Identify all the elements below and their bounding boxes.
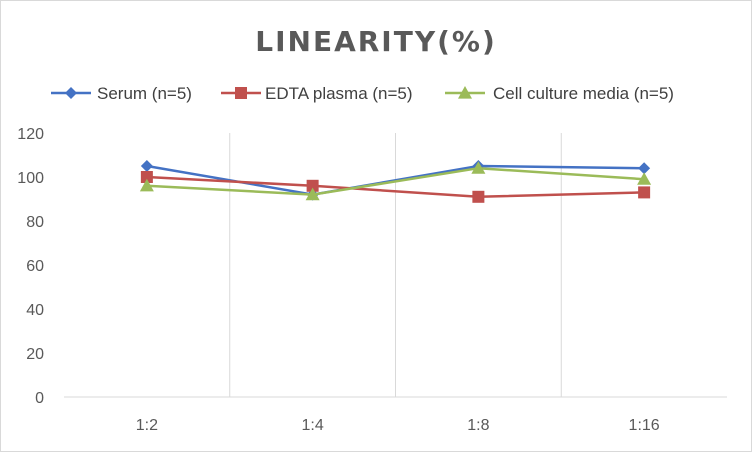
legend: Serum (n=5) EDTA plasma (n=5) Cell culture… <box>51 84 674 103</box>
y-tick-label: 20 <box>26 346 44 363</box>
series-line <box>146 175 645 199</box>
data-point <box>305 187 320 201</box>
y-tick-label: 40 <box>26 302 44 319</box>
y-tick-label: 0 <box>35 390 44 407</box>
legend-marker <box>235 87 247 99</box>
data-point <box>139 178 154 192</box>
x-tick-label: 1:16 <box>629 417 660 434</box>
y-tick-label: 60 <box>26 258 44 275</box>
legend-label: Serum (n=5) <box>97 84 192 103</box>
data-point <box>637 172 652 185</box>
data-point <box>140 160 153 172</box>
data-point <box>638 162 651 175</box>
x-tick-label: 1:4 <box>302 417 324 434</box>
plot-area: 0 20 40 60 80 100 120 1:2 1:4 1:8 1:16 <box>17 126 727 434</box>
x-tick-label: 1:2 <box>136 417 158 434</box>
data-point <box>306 179 319 192</box>
y-tick-label: 100 <box>17 170 44 187</box>
legend-label: Cell culture media (n=5) <box>493 84 674 103</box>
legend-marker <box>65 87 77 99</box>
legend-marker <box>458 86 472 99</box>
y-tick-label: 120 <box>17 126 44 143</box>
series-line <box>146 166 645 196</box>
chart-title: LINEARITY(%) <box>255 25 497 58</box>
data-point <box>140 171 153 183</box>
y-tick-label: 80 <box>26 214 44 231</box>
legend-label: EDTA plasma (n=5) <box>265 84 413 103</box>
data-point <box>471 161 486 174</box>
data-point <box>638 186 651 199</box>
x-tick-label: 1:8 <box>467 417 489 434</box>
data-point <box>472 190 485 203</box>
